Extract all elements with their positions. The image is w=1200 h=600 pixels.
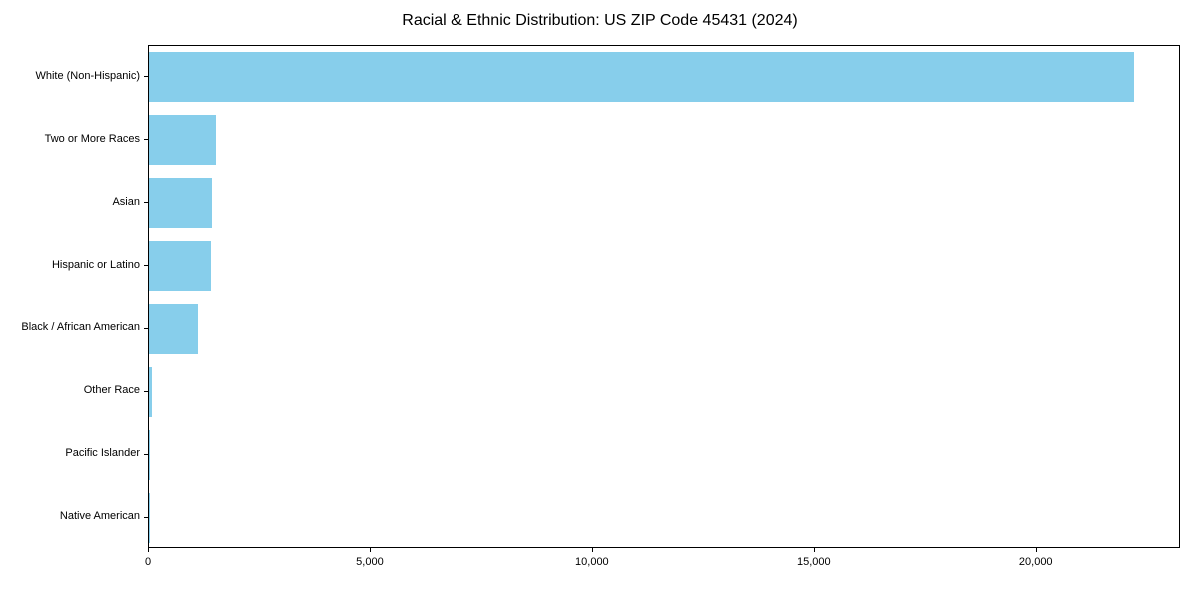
y-tick-mark [144,390,148,392]
bar-native-american [149,492,150,543]
x-tick-mark [148,548,149,552]
x-tick-label: 5,000 [356,556,384,568]
x-tick-mark [813,548,815,552]
y-tick-label: Pacific Islander [65,447,140,460]
y-tick-mark [144,516,148,518]
x-tick-mark [591,548,593,552]
bar-other-race [149,366,152,417]
x-tick-label: 15,000 [796,556,831,568]
bar-black-african-american [149,303,198,354]
x-tick-mark [369,548,371,552]
y-tick-label: White (Non-Hispanic) [35,69,140,82]
x-tick-label: 10,000 [575,556,609,568]
chart-title: Racial & Ethnic Distribution: US ZIP Cod… [402,12,798,29]
y-tick-label: Two or More Races [44,132,140,145]
y-tick-mark [144,327,148,329]
y-tick-mark [144,265,148,267]
x-tick-mark [1035,548,1037,552]
y-tick-label: Black / African American [21,321,140,334]
y-tick-mark [144,202,148,204]
y-tick-mark [144,453,148,455]
y-tick-label: Asian [112,195,140,208]
y-tick-label: Other Race [83,384,140,397]
bar-white-non-hispanic- [149,52,1135,103]
x-tick-label: 20,000 [1018,556,1053,568]
bar-two-or-more-races [149,115,217,166]
y-tick-mark [144,76,148,78]
y-tick-mark [144,139,148,141]
bar-hispanic-or-latino [149,241,212,292]
bar-asian [149,178,213,229]
x-tick-label: 0 [144,556,152,568]
bar-pacific-islander [149,429,150,480]
plot-area [148,45,1180,548]
y-tick-label: Native American [59,510,140,523]
y-tick-label: Hispanic or Latino [51,258,140,271]
